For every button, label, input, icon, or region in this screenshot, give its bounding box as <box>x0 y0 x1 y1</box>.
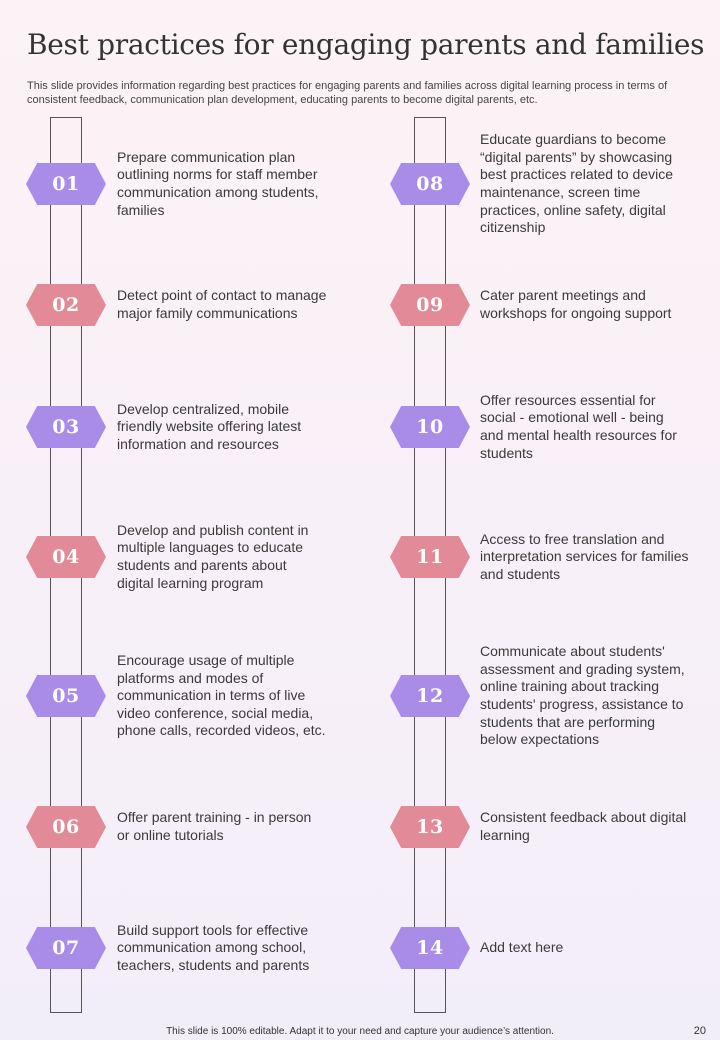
step-text: Build support tools for effective commun… <box>117 921 310 973</box>
step-badge: 03 <box>26 406 106 448</box>
step-badge: 08 <box>390 163 470 205</box>
step-text: Educate guardians to become “digital par… <box>480 131 673 236</box>
step-text: Cater parent meetings and workshops for … <box>480 287 672 321</box>
page-subtitle: This slide provides information regardin… <box>27 80 668 106</box>
step-text: Develop centralized, mobile friendly web… <box>117 400 302 452</box>
step-text: Access to free translation and interpret… <box>480 530 689 582</box>
step-text: Develop and publish content in multiple … <box>117 521 309 591</box>
step-text: Add text here <box>480 939 564 956</box>
step-text: Prepare communication plan outlining nor… <box>117 148 319 218</box>
page-title: Best practices for engaging parents and … <box>27 28 705 61</box>
step-badge: 01 <box>26 163 106 205</box>
step-badge: 05 <box>26 675 106 717</box>
step-text: Consistent feedback about digital learni… <box>480 809 687 843</box>
step-text: Offer resources essential for social - e… <box>480 391 677 461</box>
step-badge: 07 <box>26 927 106 969</box>
step-badge: 06 <box>26 806 106 848</box>
step-badge: 10 <box>390 406 470 448</box>
step-text: Offer parent training - in person or onl… <box>117 809 312 843</box>
step-badge: 11 <box>390 536 470 578</box>
step-badge: 14 <box>390 927 470 969</box>
step-badge: 04 <box>26 536 106 578</box>
step-badge: 12 <box>390 675 470 717</box>
page-number: 20 <box>693 1025 706 1037</box>
step-text: Encourage usage of multiple platforms an… <box>117 652 326 739</box>
footer-note: This slide is 100% editable. Adapt it to… <box>166 1026 554 1037</box>
step-badge: 13 <box>390 806 470 848</box>
step-text: Communicate about students' assessment a… <box>480 643 685 748</box>
step-text: Detect point of contact to manage major … <box>117 287 327 321</box>
step-badge: 09 <box>390 284 470 326</box>
step-badge: 02 <box>26 284 106 326</box>
